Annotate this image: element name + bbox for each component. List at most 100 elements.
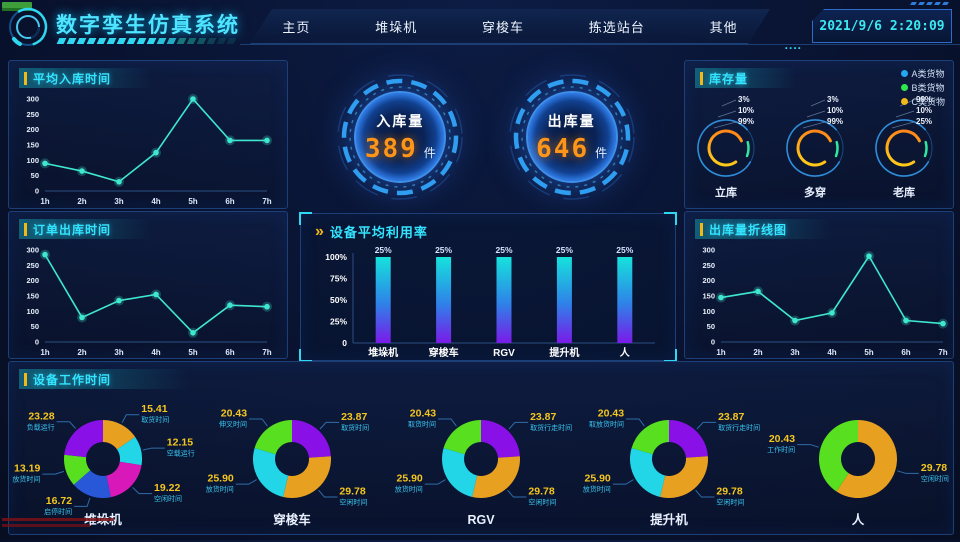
legend-dot-icon bbox=[900, 70, 908, 77]
svg-text:50: 50 bbox=[31, 171, 39, 180]
svg-text:2h: 2h bbox=[753, 348, 762, 357]
svg-text:取放货时间: 取放货时间 bbox=[589, 419, 624, 428]
kpi-unit: 件 bbox=[595, 145, 608, 160]
svg-text:RGV: RGV bbox=[493, 348, 515, 359]
panel-order-outbound-time: 订单出库时间 0 50 100 150 200 250 300 1h 2h 3h 4h 5h 6h 7h bbox=[8, 211, 288, 359]
svg-text:50: 50 bbox=[31, 322, 39, 331]
svg-text:空闲时间: 空闲时间 bbox=[717, 498, 745, 507]
kpi-gauges: 入库量 389 件 出库量 646 件 bbox=[296, 62, 676, 212]
svg-text:16.72: 16.72 bbox=[46, 495, 72, 507]
kpi-value: 646 bbox=[536, 133, 590, 164]
panel-title-text: 平均入库时间 bbox=[33, 71, 112, 86]
watermark-text-artifact bbox=[2, 524, 90, 527]
svg-text:取货行走时间: 取货行走时间 bbox=[718, 423, 760, 432]
svg-text:25%: 25% bbox=[616, 245, 633, 255]
panel-title-text: 订单出库时间 bbox=[33, 222, 112, 237]
svg-text:50: 50 bbox=[707, 322, 715, 331]
svg-text:3h: 3h bbox=[790, 348, 799, 357]
svg-text:空闲时间: 空闲时间 bbox=[921, 474, 949, 483]
svg-text:启停时间: 启停时间 bbox=[44, 507, 72, 516]
svg-text:19.22: 19.22 bbox=[154, 482, 180, 494]
legend-dot-icon bbox=[900, 98, 908, 105]
svg-text:12.15: 12.15 bbox=[167, 437, 193, 449]
svg-text:25%: 25% bbox=[330, 317, 347, 327]
svg-text:人: 人 bbox=[852, 512, 865, 527]
panel-title: 出库量折线图 bbox=[695, 219, 867, 239]
svg-text:7h: 7h bbox=[262, 197, 271, 206]
svg-text:穿梭车: 穿梭车 bbox=[273, 512, 311, 527]
svg-text:150: 150 bbox=[26, 292, 39, 301]
svg-text:工作时间: 工作时间 bbox=[767, 445, 795, 454]
svg-text:3%: 3% bbox=[827, 95, 839, 104]
title-accent-bar bbox=[700, 71, 703, 85]
svg-text:23.87: 23.87 bbox=[530, 411, 556, 423]
panel-title-text: 出库量折线图 bbox=[709, 222, 788, 237]
svg-text:29.78: 29.78 bbox=[717, 486, 743, 498]
inbound-total-gauge: 入库量 389 件 bbox=[333, 70, 467, 204]
svg-text:3%: 3% bbox=[738, 95, 750, 104]
corner-bracket bbox=[299, 212, 312, 225]
title-accent-bar bbox=[700, 222, 703, 236]
svg-text:4h: 4h bbox=[151, 197, 160, 206]
nav-item-3[interactable]: 拣选站台 bbox=[588, 19, 645, 35]
gauge-ring-decoration bbox=[337, 74, 464, 200]
double-chevron-icon: » bbox=[315, 222, 324, 240]
svg-text:老库: 老库 bbox=[892, 185, 915, 199]
svg-text:20.43: 20.43 bbox=[769, 433, 795, 445]
svg-text:立库: 立库 bbox=[715, 185, 737, 199]
nav-item-4[interactable]: 其他 bbox=[709, 19, 738, 35]
svg-text:取货时间: 取货时间 bbox=[341, 423, 369, 432]
svg-text:0: 0 bbox=[342, 338, 347, 348]
svg-text:25%: 25% bbox=[916, 117, 932, 126]
nav-item-0[interactable]: 主页 bbox=[282, 19, 311, 35]
svg-text:99%: 99% bbox=[916, 95, 932, 104]
main-nav: 主页 堆垛机 穿梭车 拣选站台 其他 bbox=[250, 9, 770, 44]
svg-text:RGV: RGV bbox=[467, 513, 495, 527]
svg-text:75%: 75% bbox=[330, 274, 347, 284]
svg-text:多穿: 多穿 bbox=[804, 185, 826, 199]
panel-title-text: 库存量 bbox=[709, 71, 749, 86]
gauge-ring-decoration bbox=[508, 74, 635, 200]
title-accent-bar bbox=[24, 71, 27, 85]
svg-text:50%: 50% bbox=[330, 295, 347, 305]
inventory-gauges: 3% 10% 99% 立库 3% 10% 99% 多穿 99% 10% 25% 老库 bbox=[685, 90, 953, 202]
svg-text:7h: 7h bbox=[938, 348, 947, 357]
svg-text:100: 100 bbox=[26, 156, 39, 165]
svg-text:人: 人 bbox=[620, 346, 631, 359]
svg-text:0: 0 bbox=[35, 338, 39, 347]
work-time-donut-2: 23.87 取货行走时间 29.78 空闲时间 25.90 放货时间 20.43 取货时间 RG… bbox=[387, 391, 576, 542]
svg-text:300: 300 bbox=[26, 95, 39, 104]
title-dashes-decoration bbox=[56, 38, 237, 44]
svg-text:99%: 99% bbox=[738, 117, 754, 126]
panel-title-text: 设备平均利用率 bbox=[329, 225, 428, 240]
app-logo-icon bbox=[8, 7, 48, 47]
svg-text:10%: 10% bbox=[916, 106, 932, 115]
nav-item-1[interactable]: 堆垛机 bbox=[375, 19, 418, 35]
svg-text:空载运行: 空载运行 bbox=[167, 449, 195, 458]
corner-bracket bbox=[664, 212, 677, 225]
inventory-legend: A类货物 B类货物 C类货物 bbox=[900, 67, 945, 108]
svg-text:5h: 5h bbox=[864, 348, 873, 357]
inventory-gauge-0: 3% 10% 99% 立库 bbox=[696, 95, 755, 199]
header-divider bbox=[240, 44, 960, 45]
svg-text:提升机: 提升机 bbox=[651, 512, 689, 527]
svg-text:300: 300 bbox=[702, 246, 715, 255]
inventory-gauge-1: 3% 10% 99% 多穿 bbox=[786, 95, 844, 199]
svg-text:10%: 10% bbox=[827, 106, 843, 115]
svg-text:25.90: 25.90 bbox=[585, 473, 611, 485]
svg-text:2h: 2h bbox=[77, 348, 86, 357]
svg-text:200: 200 bbox=[26, 276, 39, 285]
outbound-total-gauge: 出库量 646 件 bbox=[505, 70, 639, 204]
svg-text:放货时间: 放货时间 bbox=[12, 475, 40, 484]
nav-item-2[interactable]: 穿梭车 bbox=[481, 19, 524, 35]
svg-text:25%: 25% bbox=[375, 245, 392, 255]
svg-text:20.43: 20.43 bbox=[598, 407, 624, 419]
work-time-donut-3: 23.87 取货行走时间 29.78 空闲时间 25.90 放货时间 20.43 取放货时间提… bbox=[575, 391, 764, 542]
order-outbound-line-chart: 0 50 100 150 200 250 300 1h 2h 3h 4h 5h 6h 7h bbox=[9, 239, 287, 365]
svg-text:200: 200 bbox=[26, 125, 39, 134]
watermark-text-artifact bbox=[2, 518, 114, 521]
outbound-line-chart: 0 50 100 150 200 250 300 1h 2h 3h 4h 5h 6h 7h bbox=[685, 239, 953, 365]
svg-text:6h: 6h bbox=[225, 348, 234, 357]
svg-text:25.90: 25.90 bbox=[207, 473, 233, 485]
app-header: 数字孪生仿真系统 主页 堆垛机 穿梭车 拣选站台 其他 2021/9/6 2:20:09… bbox=[0, 0, 960, 54]
